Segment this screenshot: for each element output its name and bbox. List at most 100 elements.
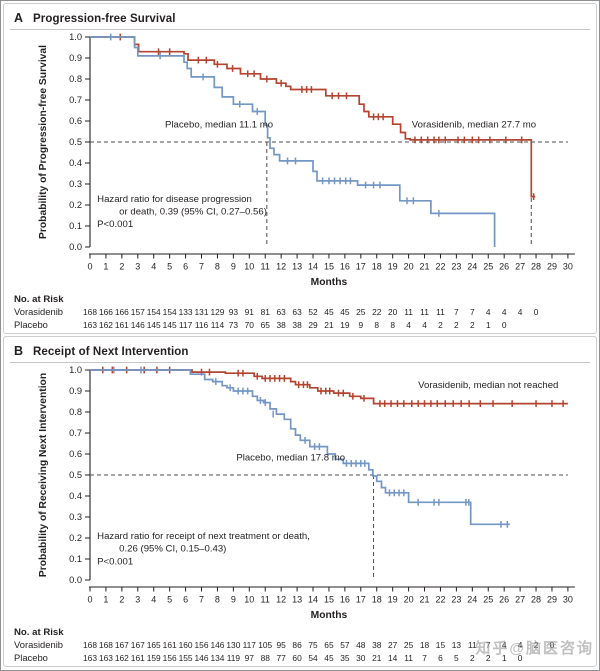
- svg-text:Placebo: Placebo: [14, 319, 48, 330]
- svg-text:155: 155: [179, 653, 193, 663]
- svg-text:156: 156: [163, 653, 177, 663]
- svg-text:30: 30: [563, 262, 573, 272]
- svg-text:1.0: 1.0: [69, 32, 82, 42]
- svg-text:Months: Months: [311, 277, 348, 288]
- svg-text:1: 1: [103, 262, 108, 272]
- svg-text:93: 93: [229, 307, 239, 317]
- vorasidenib-median-label: Vorasidenib, median 27.7 mo: [412, 119, 536, 130]
- svg-text:0: 0: [502, 320, 507, 330]
- svg-text:25: 25: [404, 640, 414, 650]
- svg-text:4: 4: [502, 640, 507, 650]
- svg-text:38: 38: [372, 640, 382, 650]
- svg-text:35: 35: [340, 653, 350, 663]
- svg-text:15: 15: [436, 640, 446, 650]
- panel-b: B Receipt of Next Intervention 1.0 0.9 0.8…: [3, 336, 597, 667]
- svg-text:5: 5: [167, 262, 172, 272]
- svg-text:77: 77: [276, 653, 286, 663]
- svg-text:7: 7: [486, 640, 491, 650]
- placebo-median-label: Placebo, median 17.8 mo: [236, 452, 345, 463]
- svg-text:25: 25: [356, 307, 366, 317]
- svg-text:7: 7: [470, 307, 475, 317]
- svg-text:63: 63: [276, 307, 286, 317]
- svg-text:12: 12: [276, 595, 286, 605]
- svg-text:119: 119: [227, 653, 241, 663]
- panel-a-km-plot: 1.0 0.9 0.8 0.7 0.6 0.5 0.4 0.3 0.2 0.1 0.0 Probabi…: [14, 32, 575, 330]
- svg-text:134: 134: [210, 653, 224, 663]
- svg-text:11: 11: [420, 307, 429, 317]
- svg-text:0: 0: [87, 262, 92, 272]
- svg-text:1: 1: [502, 653, 507, 663]
- svg-text:0.3: 0.3: [69, 179, 82, 189]
- svg-text:7: 7: [422, 653, 427, 663]
- svg-text:145: 145: [147, 320, 161, 330]
- svg-text:13: 13: [292, 595, 302, 605]
- svg-text:30: 30: [563, 595, 573, 605]
- vorasidenib-curve: [90, 33, 536, 200]
- svg-text:166: 166: [115, 307, 129, 317]
- panel-b-km-plot: 1.0 0.9 0.8 0.7 0.6 0.5 0.4 0.3 0.2 0.1 0.0 Probabi…: [14, 365, 575, 663]
- svg-text:17: 17: [356, 595, 366, 605]
- svg-text:0: 0: [550, 640, 555, 650]
- at-risk-row-placebo: Placebo 163 163 162 161 159 156 155 146 134 119 97 8…: [14, 652, 523, 663]
- svg-text:0.6: 0.6: [69, 116, 82, 126]
- svg-text:166: 166: [99, 307, 113, 317]
- svg-text:5: 5: [167, 595, 172, 605]
- svg-text:4: 4: [518, 307, 523, 317]
- svg-text:45: 45: [340, 307, 350, 317]
- svg-text:27: 27: [515, 595, 525, 605]
- panel-a-title: Progression-free Survival: [33, 13, 176, 25]
- svg-text:6: 6: [438, 653, 443, 663]
- svg-text:116: 116: [195, 320, 209, 330]
- svg-text:0.2: 0.2: [69, 200, 82, 210]
- svg-text:0.2: 0.2: [69, 533, 82, 543]
- svg-text:168: 168: [83, 307, 97, 317]
- svg-text:15: 15: [324, 262, 334, 272]
- svg-text:167: 167: [115, 640, 129, 650]
- placebo-curve: [90, 33, 496, 247]
- svg-text:9: 9: [358, 320, 363, 330]
- svg-text:0.4: 0.4: [69, 158, 82, 168]
- svg-text:57: 57: [340, 640, 350, 650]
- svg-text:13: 13: [292, 262, 302, 272]
- svg-text:0.9: 0.9: [69, 53, 82, 63]
- svg-text:163: 163: [83, 653, 97, 663]
- svg-text:145: 145: [163, 320, 177, 330]
- svg-text:146: 146: [195, 653, 209, 663]
- svg-text:7: 7: [199, 595, 204, 605]
- svg-text:157: 157: [131, 307, 145, 317]
- svg-text:10: 10: [244, 262, 254, 272]
- svg-text:0.8: 0.8: [69, 74, 82, 84]
- svg-text:No. at Risk: No. at Risk: [14, 294, 64, 305]
- svg-text:22: 22: [435, 595, 445, 605]
- svg-text:0.0: 0.0: [69, 242, 82, 252]
- svg-text:24: 24: [467, 262, 477, 272]
- y-axis: 1.0 0.9 0.8 0.7 0.6 0.5 0.4 0.3 0.2 0.1 0.0 Probabi…: [38, 365, 91, 585]
- median-reference-lines: [90, 474, 568, 580]
- svg-text:75: 75: [308, 640, 318, 650]
- svg-text:6: 6: [183, 262, 188, 272]
- svg-text:154: 154: [147, 307, 161, 317]
- panel-a: A Progression-free Survival 1.0 0.9 0.8 0.7…: [3, 3, 597, 334]
- svg-text:131: 131: [195, 307, 209, 317]
- svg-text:0: 0: [518, 653, 523, 663]
- svg-text:13: 13: [452, 640, 462, 650]
- svg-text:95: 95: [276, 640, 286, 650]
- svg-text:8: 8: [390, 320, 395, 330]
- svg-text:11: 11: [436, 307, 445, 317]
- svg-text:8: 8: [374, 320, 379, 330]
- svg-text:11: 11: [404, 307, 413, 317]
- svg-text:65: 65: [324, 640, 334, 650]
- svg-text:19: 19: [388, 595, 398, 605]
- svg-text:14: 14: [308, 262, 318, 272]
- svg-text:19: 19: [388, 262, 398, 272]
- svg-text:160: 160: [179, 640, 193, 650]
- svg-text:63: 63: [292, 307, 302, 317]
- svg-text:0.5: 0.5: [69, 137, 82, 147]
- svg-text:146: 146: [210, 640, 224, 650]
- svg-text:Months: Months: [311, 610, 348, 621]
- svg-text:22: 22: [435, 262, 445, 272]
- svg-text:117: 117: [179, 320, 193, 330]
- svg-text:4: 4: [486, 307, 491, 317]
- svg-text:6: 6: [183, 595, 188, 605]
